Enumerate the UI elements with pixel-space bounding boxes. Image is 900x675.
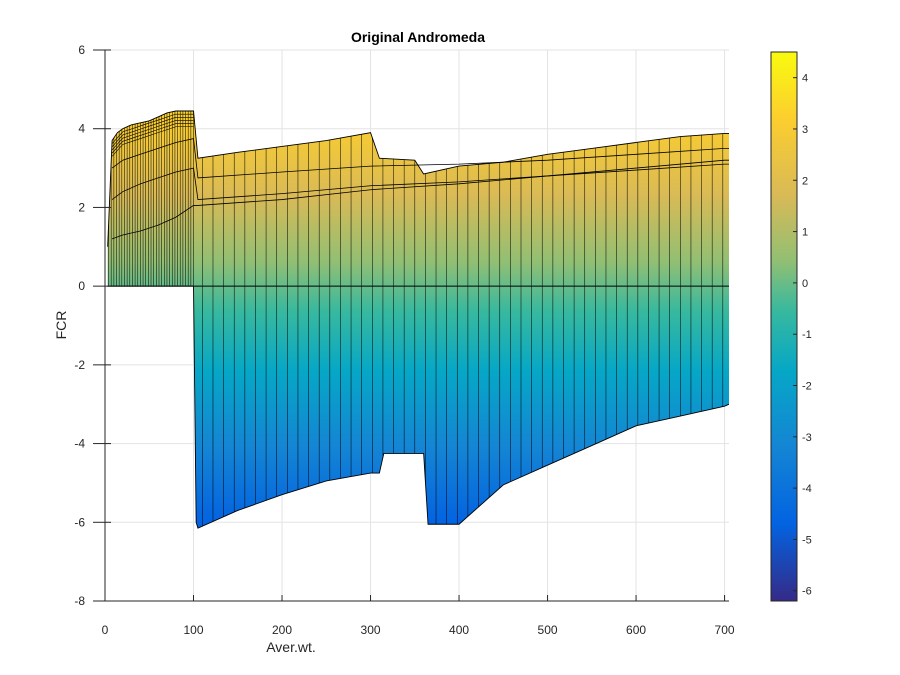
colorbar-tick-label: -4 [802,483,812,495]
surface-top-edge [107,110,729,247]
mesh-line [111,113,194,144]
mesh-line [111,120,194,151]
x-tick-label: 100 [183,623,203,637]
y-tick-label: -4 [74,437,85,451]
mesh-line [111,163,729,200]
colorbar-tick-label: 3 [802,124,808,136]
x-tick-label: 300 [361,623,381,637]
x-axis-label: Aver.wt. [266,639,316,655]
x-tick-label: 600 [626,623,646,637]
colorbar-gradient [770,51,798,602]
mesh-line [111,159,729,240]
mesh-line [111,126,194,157]
y-axis-label: FCR [53,311,69,340]
axes [104,50,729,602]
colorbar-tick-label: 1 [802,227,808,239]
colorbar-tick-label: -5 [802,534,812,546]
x-tick-label: 500 [538,623,558,637]
surface-plot [107,110,729,529]
colorbar-tick-label: 0 [802,278,808,290]
mesh-line [111,117,194,148]
x-tick-label: 200 [272,623,292,637]
y-tick-label: 0 [78,279,85,293]
colorbar-tick-label: -3 [802,432,812,444]
y-axis-ticks: -8 -6 -4 -2 0 2 4 6 [74,43,111,608]
mesh-line [111,138,729,179]
y-tick-label: -8 [74,594,85,608]
colorbar: -6 -5 -4 -3 -2 -1 0 1 2 3 4 [770,51,812,602]
colorbar-tick-label: 2 [802,175,808,187]
y-tick-label: 4 [78,122,85,136]
x-tick-label: 400 [449,623,469,637]
colorbar-tick-label: -6 [802,586,812,598]
surface-bottom-edge [107,285,729,529]
colorbar-tick-label: -2 [802,381,812,393]
chart-title: Original Andromeda [351,29,485,45]
x-tick-label: 700 [715,623,735,637]
y-tick-label: 2 [78,200,85,214]
y-tick-label: -6 [74,515,85,529]
x-tick-label: 0 [102,623,109,637]
y-tick-label: -2 [74,358,85,372]
mesh-line [111,123,194,154]
x-axis-ticks: 0 100 200 300 400 500 600 700 [102,595,735,637]
surface-fill [107,111,729,529]
colorbar-tick-label: -1 [802,329,812,341]
y-tick-label: 6 [78,43,85,57]
colorbar-tick-label: 4 [802,73,808,85]
